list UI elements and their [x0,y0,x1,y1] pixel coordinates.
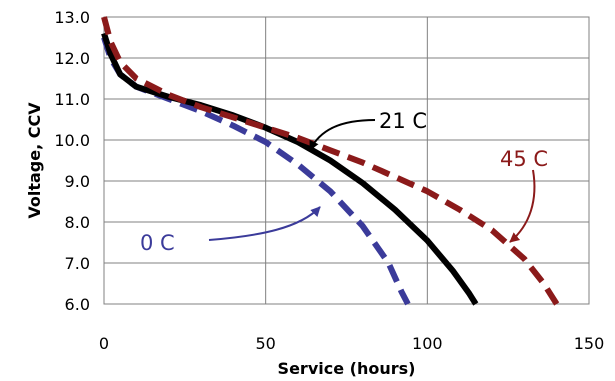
y-tick-label: 10.0 [54,131,90,150]
y-tick-label: 6.0 [65,295,90,314]
x-tick-label: 100 [412,334,443,353]
y-tick-label: 9.0 [65,172,90,191]
y-tick-label: 13.0 [54,8,90,27]
annotation-arrow-21c [309,119,376,151]
series-annotations: 0 C 21 C 45 C [140,109,548,255]
y-tick-label: 7.0 [65,254,90,273]
x-tick-label: 50 [255,334,275,353]
annotation-label-45c: 45 C [500,147,548,171]
x-axis-title: Service (hours) [278,359,416,378]
annotation-label-0c: 0 C [140,231,175,255]
x-tick-label: 150 [574,334,605,353]
annotation-arrow-0c [208,206,321,241]
x-tick-label: 0 [99,334,109,353]
y-tick-label: 12.0 [54,49,90,68]
annotation-arrows [208,119,536,243]
series-lines [101,16,560,306]
annotation-label-21c: 21 C [379,109,427,133]
x-tick-labels: 0 50 100 150 [99,334,604,353]
y-tick-label: 8.0 [65,213,90,232]
annotation-arrow-45c [509,169,536,243]
y-tick-labels: 6.0 7.0 8.0 9.0 10.0 11.0 12.0 13.0 [54,8,90,314]
series-45c-line [101,16,560,306]
plot-area-frame [103,16,590,305]
y-axis-title: Voltage, CCV [25,102,44,219]
y-tick-label: 11.0 [54,90,90,109]
